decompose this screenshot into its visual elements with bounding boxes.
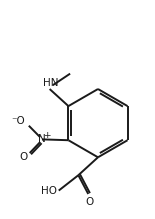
Text: ⁻O: ⁻O [12, 117, 25, 126]
Text: O: O [19, 152, 28, 162]
Text: N: N [38, 134, 46, 144]
Text: HN: HN [43, 78, 58, 88]
Text: HO: HO [41, 186, 57, 196]
Text: +: + [43, 131, 51, 140]
Text: O: O [86, 197, 94, 207]
